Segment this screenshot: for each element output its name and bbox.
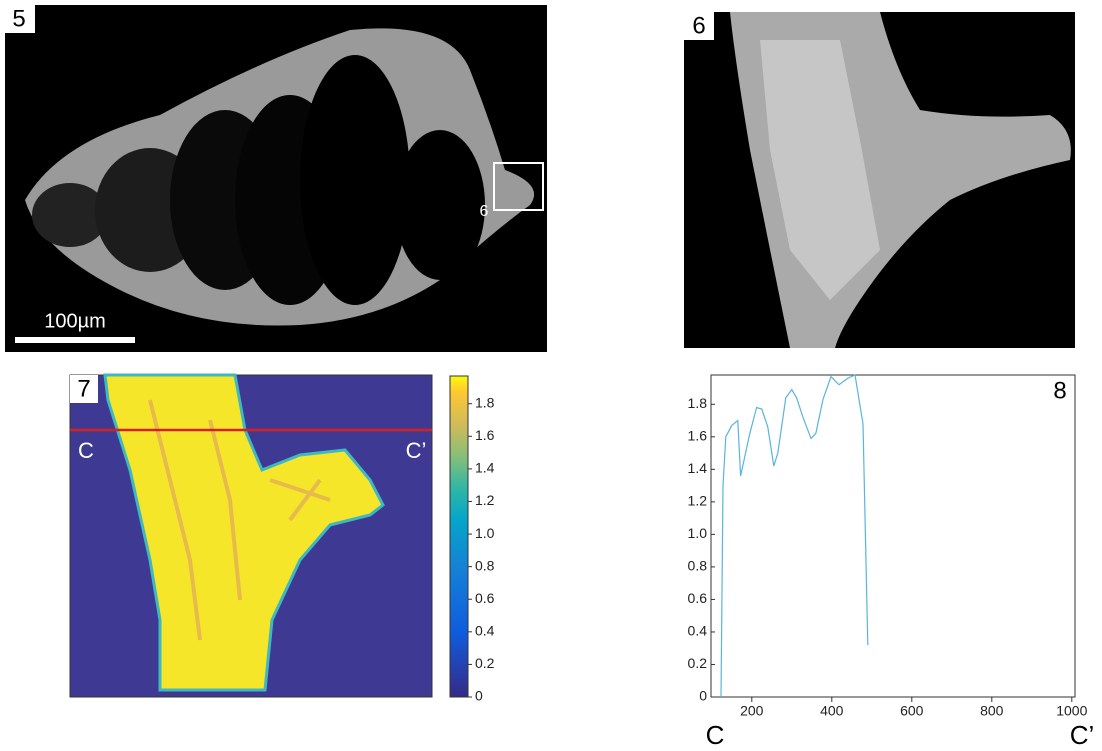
data-line	[720, 374, 869, 698]
panel-6: 6	[684, 12, 1075, 348]
heatmap-region	[103, 373, 385, 692]
plot-frame	[710, 374, 1076, 698]
colorbar-tick-label: 0.2	[475, 655, 495, 671]
y-tick-label: 1.0	[688, 525, 708, 541]
inset-box	[493, 162, 544, 211]
y-tick-label: 1.4	[688, 460, 708, 476]
x-tick-label: 800	[980, 703, 1004, 719]
chamber	[300, 55, 410, 305]
x-start-label: C	[706, 720, 725, 750]
colorbar-tick-label: 0.8	[475, 557, 495, 573]
y-tick-label: 1.6	[688, 428, 708, 444]
inset-label: 6	[480, 203, 489, 220]
colorbar-tick-label: 1.4	[475, 460, 495, 476]
colorbar-tick-label: 0.4	[475, 623, 495, 639]
colorbar-tick-label: 0	[475, 688, 483, 704]
profile-end: C’	[406, 438, 427, 463]
panel-8: 8 C C’	[706, 374, 1095, 750]
colorbar-tick-label: 1.2	[475, 492, 495, 508]
chamber	[395, 130, 485, 280]
colorbar-tick-label: 1.6	[475, 427, 495, 443]
chamber	[32, 183, 108, 247]
crystal-texture	[760, 40, 880, 300]
panel-label: 7	[77, 375, 90, 402]
panel-label: 6	[692, 12, 705, 39]
panel-5: 5 100µm 6	[5, 5, 547, 352]
panel-7: 7 C C’	[69, 373, 469, 698]
y-tick-label: 0	[699, 688, 707, 704]
colorbar	[449, 375, 469, 698]
heatmap-texture	[148, 399, 331, 641]
y-tick-label: 1.8	[688, 395, 708, 411]
y-tick-label: 0.4	[688, 623, 708, 639]
x-tick-label: 400	[820, 703, 844, 719]
x-tick-label: 600	[900, 703, 924, 719]
panel-label-box	[684, 12, 714, 40]
x-tick-label: 1000	[1056, 703, 1087, 719]
x-tick-label: 200	[740, 703, 764, 719]
scale-bar-label: 100µm	[44, 310, 106, 332]
panel-label: 5	[12, 5, 25, 32]
profile-start: C	[78, 438, 94, 463]
y-tick-label: 0.8	[688, 558, 708, 574]
colorbar-tick-label: 1.8	[475, 394, 495, 410]
x-end-label: C’	[1070, 720, 1095, 750]
colorbar-tick-label: 0.6	[475, 590, 495, 606]
y-tick-label: 0.6	[688, 590, 708, 606]
panel-label-box	[5, 5, 35, 33]
y-tick-label: 1.2	[688, 493, 708, 509]
y-tick-label: 0.2	[688, 655, 708, 671]
scale-bar	[15, 337, 135, 343]
panel-label-box	[70, 375, 98, 403]
colorbar-tick-label: 1.0	[475, 525, 495, 541]
panel-label: 8	[1053, 377, 1066, 404]
